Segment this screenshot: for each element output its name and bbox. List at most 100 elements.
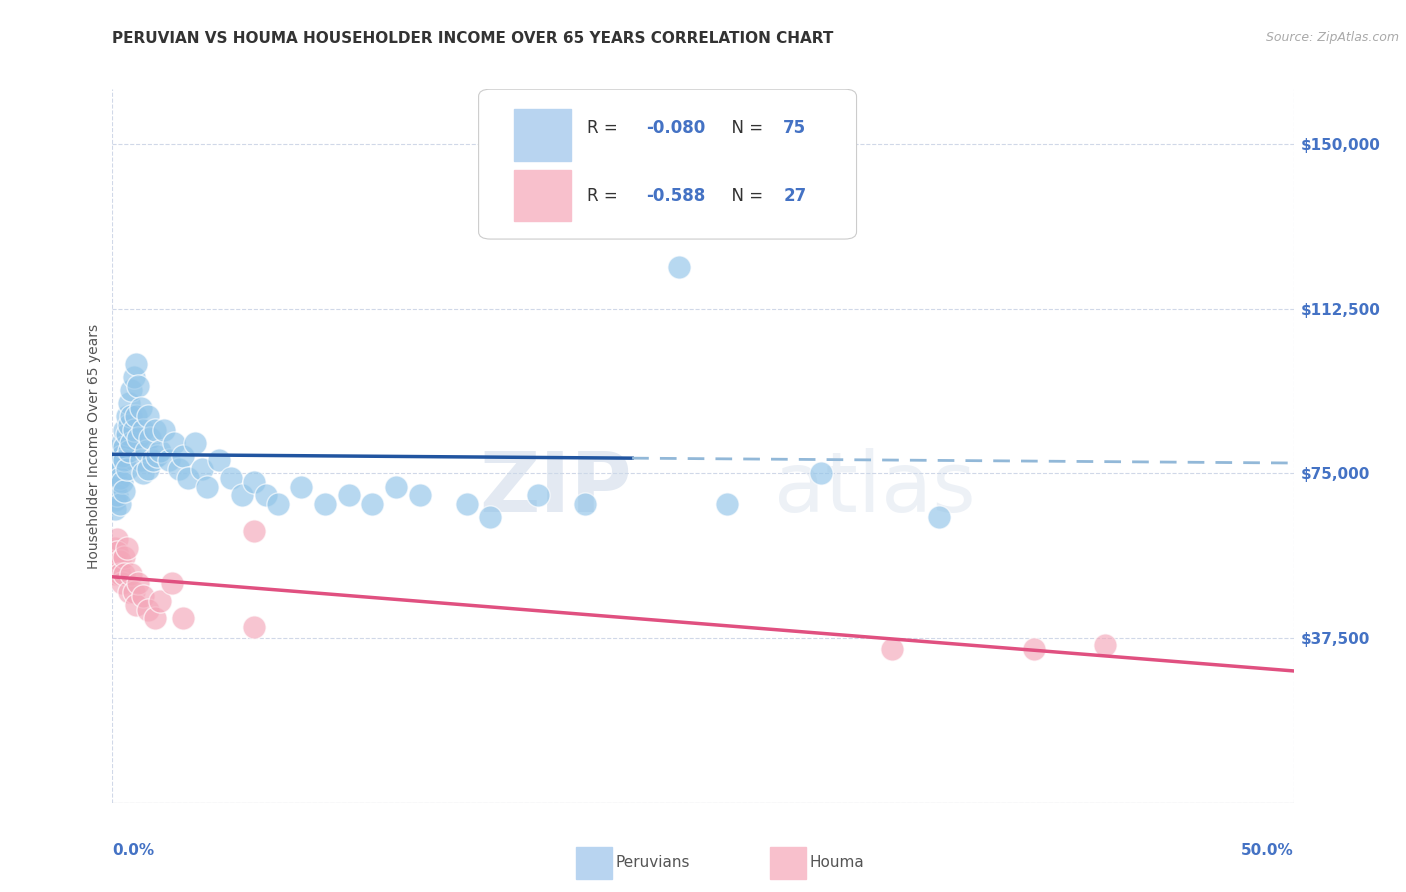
- Text: 50.0%: 50.0%: [1240, 843, 1294, 858]
- Text: Source: ZipAtlas.com: Source: ZipAtlas.com: [1265, 31, 1399, 45]
- Point: [208, 453, 231, 467]
- Point: [108, 554, 131, 568]
- Point: [135, 444, 157, 458]
- Point: [104, 467, 127, 481]
- Point: [104, 480, 127, 494]
- Point: [120, 567, 142, 582]
- Point: [254, 488, 277, 502]
- Point: [127, 576, 149, 591]
- Point: [231, 488, 253, 502]
- Point: [143, 611, 166, 625]
- Point: [149, 444, 172, 458]
- Point: [157, 453, 180, 467]
- Point: [112, 483, 135, 498]
- Point: [111, 435, 134, 450]
- Point: [132, 590, 155, 604]
- Point: [880, 642, 903, 657]
- Text: R =: R =: [588, 120, 623, 137]
- Point: [112, 440, 135, 454]
- Point: [104, 567, 127, 582]
- Point: [928, 510, 950, 524]
- Point: [125, 357, 148, 371]
- Y-axis label: Householder Income Over 65 years: Householder Income Over 65 years: [87, 324, 101, 568]
- Point: [243, 475, 266, 490]
- Point: [118, 418, 141, 433]
- Point: [108, 444, 131, 458]
- Point: [127, 378, 149, 392]
- Point: [408, 488, 430, 502]
- Point: [104, 541, 127, 555]
- Point: [112, 567, 135, 582]
- Point: [108, 567, 131, 582]
- Point: [526, 488, 548, 502]
- Point: [172, 611, 194, 625]
- Point: [120, 383, 142, 397]
- Text: 75: 75: [783, 120, 807, 137]
- Point: [153, 423, 176, 437]
- Text: ZIP: ZIP: [479, 449, 633, 529]
- Point: [1022, 642, 1045, 657]
- Point: [160, 576, 183, 591]
- Point: [132, 423, 155, 437]
- Point: [105, 475, 128, 490]
- Point: [105, 462, 128, 476]
- Point: [177, 471, 200, 485]
- Point: [111, 475, 134, 490]
- Bar: [515, 109, 571, 161]
- Point: [574, 497, 596, 511]
- Point: [122, 369, 145, 384]
- Point: [479, 510, 502, 524]
- Point: [314, 497, 336, 511]
- Point: [456, 497, 478, 511]
- Point: [105, 488, 128, 502]
- Point: [195, 480, 218, 494]
- Point: [167, 462, 190, 476]
- Text: -0.080: -0.080: [647, 120, 706, 137]
- Point: [125, 598, 148, 612]
- Point: [139, 431, 162, 445]
- Point: [111, 449, 134, 463]
- Point: [122, 423, 145, 437]
- Point: [136, 409, 159, 424]
- Bar: [515, 169, 571, 221]
- Point: [118, 444, 141, 458]
- Point: [112, 453, 135, 467]
- Point: [112, 549, 135, 564]
- Text: N =: N =: [721, 187, 768, 205]
- Point: [120, 409, 142, 424]
- Point: [105, 545, 128, 559]
- Point: [108, 471, 131, 485]
- Point: [143, 423, 166, 437]
- Point: [115, 541, 138, 555]
- Point: [191, 462, 214, 476]
- Text: Houma: Houma: [810, 855, 865, 870]
- Point: [104, 501, 127, 516]
- Point: [142, 453, 165, 467]
- Point: [716, 497, 738, 511]
- Point: [149, 594, 172, 608]
- Point: [621, 202, 644, 217]
- Point: [243, 524, 266, 538]
- Point: [129, 401, 152, 415]
- Point: [120, 435, 142, 450]
- Point: [115, 409, 138, 424]
- Point: [108, 497, 131, 511]
- Text: atlas: atlas: [773, 449, 976, 529]
- Point: [127, 431, 149, 445]
- Point: [163, 435, 186, 450]
- Point: [112, 423, 135, 437]
- Point: [361, 497, 384, 511]
- Text: 0.0%: 0.0%: [112, 843, 155, 858]
- Point: [136, 602, 159, 616]
- Text: R =: R =: [588, 187, 623, 205]
- Point: [104, 492, 127, 507]
- Point: [337, 488, 360, 502]
- Point: [125, 409, 148, 424]
- Point: [385, 480, 408, 494]
- Point: [122, 585, 145, 599]
- Point: [136, 462, 159, 476]
- Text: PERUVIAN VS HOUMA HOUSEHOLDER INCOME OVER 65 YEARS CORRELATION CHART: PERUVIAN VS HOUMA HOUSEHOLDER INCOME OVE…: [112, 31, 834, 46]
- Point: [219, 471, 242, 485]
- Text: -0.588: -0.588: [647, 187, 706, 205]
- Point: [290, 480, 312, 494]
